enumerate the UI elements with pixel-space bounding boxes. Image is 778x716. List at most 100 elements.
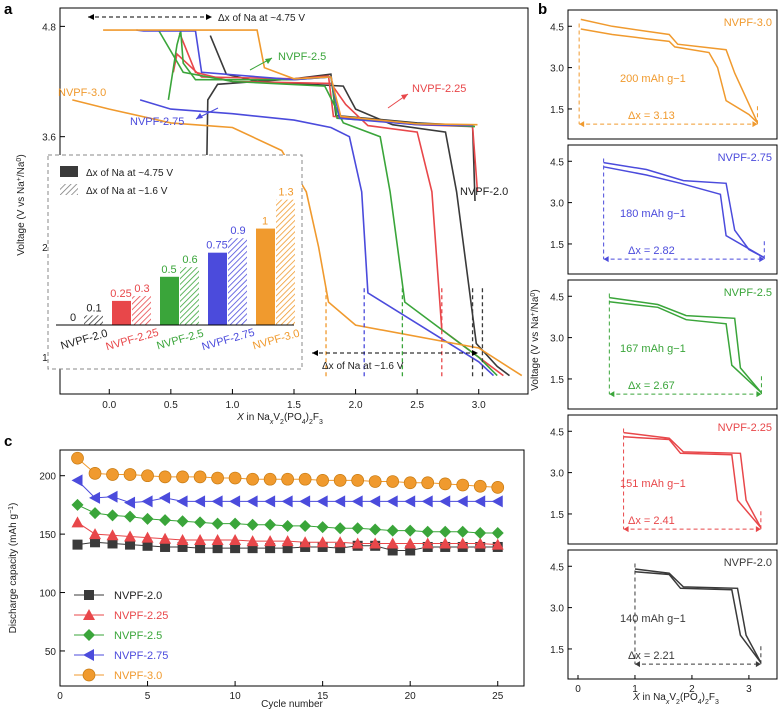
c-point-NVPF-2.5 (334, 522, 347, 535)
c-ytick-label: 50 (45, 647, 57, 658)
c-point-NVPF-2.25 (106, 529, 119, 541)
curve-label-2.5: NVPF-2.5 (249, 51, 326, 71)
c-legend-marker (83, 629, 95, 641)
c-point-NVPF-2.25 (369, 537, 382, 549)
c-xtick-label: 5 (145, 691, 151, 702)
b-ytick-label: 3.0 (550, 469, 564, 480)
a-xtick-label: 0.5 (164, 400, 178, 411)
panel-c-ylabel: Discharge capacity (mAh g−1) (8, 503, 20, 634)
b-dx-arrowheads (579, 121, 758, 128)
c-point-NVPF-2.75 (316, 495, 328, 508)
c-point-NVPF-2.25 (491, 538, 504, 550)
inset-legend-solid-label: Δx of Na at ~4.75 V (86, 168, 173, 179)
a-xtick-label: 1.5 (287, 400, 301, 411)
c-xtick-label: 15 (317, 691, 329, 702)
panel-c-xlabel: Cycle number (261, 699, 323, 710)
b-curve-NVPF-3.0 (580, 28, 759, 124)
b-dx-label: Δx = 2.21 (628, 650, 675, 662)
c-point-NVPF-2.75 (246, 495, 258, 508)
panel-c-cycling: 0 5 10 15 20 25 50 100 150 200 NVPF-2.0 NVPF-2.25 N… (8, 449, 525, 710)
inset-bar-hatch-label: 0.6 (182, 254, 197, 266)
c-point-NVPF-2.75 (71, 474, 83, 487)
c-point-NVPF-3.0 (246, 472, 259, 486)
c-legend-label: NVPF-2.75 (114, 650, 168, 662)
a-xtick-label: 1.0 (225, 400, 239, 411)
c-point-NVPF-2.5 (211, 517, 224, 530)
c-point-NVPF-2.5 (421, 525, 434, 538)
c-point-NVPF-2.75 (194, 495, 206, 508)
c-point-NVPF-2.25 (159, 532, 172, 544)
panel-a-voltage-curves: 0.00.51.01.52.02.53.01.22.43.64.8 Voltag… (16, 7, 529, 426)
c-point-NVPF-3.0 (193, 470, 207, 484)
c-point-NVPF-3.0 (176, 470, 189, 484)
c-point-NVPF-3.0 (158, 470, 172, 484)
inset-bar-hatch (228, 238, 247, 325)
c-point-NVPF-2.75 (264, 495, 276, 508)
c-point-NVPF-2.75 (456, 495, 468, 508)
b-subpanel-frame (567, 549, 778, 680)
c-point-NVPF-2.0 (230, 543, 241, 554)
b-curve-NVPF-2.75 (603, 166, 765, 259)
c-point-NVPF-3.0 (298, 472, 312, 486)
c-point-NVPF-2.25 (351, 537, 364, 549)
c-point-NVPF-2.25 (176, 533, 189, 545)
annotation-dx-high-label: Δx of Na at ~4.75 V (218, 13, 305, 24)
b-ytick-label: 4.5 (550, 562, 564, 573)
b-subpanel-frame (567, 414, 778, 545)
b-subpanel-title: NVPF-2.0 (724, 557, 772, 569)
c-point-NVPF-2.0 (247, 543, 258, 554)
b-subpanel-frame (567, 279, 778, 410)
inset-legend-solid-swatch (60, 166, 78, 177)
c-point-NVPF-2.0 (265, 543, 276, 554)
b-subpanel-title: NVPF-2.25 (718, 422, 772, 434)
c-point-NVPF-2.0 (125, 539, 136, 550)
c-point-NVPF-2.5 (299, 519, 312, 532)
b-capacity-label: 200 mAh g−1 (620, 73, 686, 85)
c-ytick-label: 200 (39, 472, 56, 483)
c-point-NVPF-2.75 (106, 490, 118, 503)
c-point-NVPF-2.25 (89, 528, 102, 540)
b-xtick-label: 0 (575, 684, 581, 695)
c-point-NVPF-3.0 (403, 476, 417, 490)
curve-NVPF-2.5-discharge (157, 29, 498, 377)
c-legend-label: NVPF-2.25 (114, 610, 168, 622)
c-point-NVPF-2.25 (71, 516, 84, 528)
b-curve-NVPF-2.0 (634, 571, 762, 664)
c-point-NVPF-2.25 (316, 536, 329, 548)
panel-b-xlabel: X in NaxV2(PO4)2F3 (632, 692, 719, 706)
c-point-NVPF-2.0 (107, 538, 118, 549)
c-legend-marker (83, 649, 94, 661)
c-xtick-label: 20 (405, 691, 417, 702)
c-point-NVPF-2.0 (160, 541, 171, 552)
a-xtick-label: 2.5 (410, 400, 424, 411)
c-point-NVPF-2.0 (142, 540, 153, 551)
c-point-NVPF-2.5 (89, 507, 102, 520)
b-ytick-label: 3.0 (550, 199, 564, 210)
a-ytick-label: 3.6 (42, 133, 56, 144)
c-point-NVPF-2.0 (405, 545, 416, 556)
inset-bar-hatch-label: 0.1 (86, 302, 101, 314)
panel-b-ylabel: Voltage (V vs Na+/Na0) (530, 289, 542, 390)
c-point-NVPF-2.75 (491, 495, 503, 508)
b-curve-NVPF-3.0 (580, 18, 759, 124)
c-point-NVPF-2.25 (299, 536, 312, 548)
b-ytick-label: 4.5 (550, 157, 564, 168)
annotation-dx-low-label: Δx of Na at ~1.6 V (322, 361, 404, 372)
c-point-NVPF-2.25 (281, 535, 294, 547)
b-dx-label: Δx = 2.82 (628, 245, 675, 257)
c-point-NVPF-2.5 (456, 525, 469, 538)
c-point-NVPF-2.0 (195, 543, 206, 554)
c-point-NVPF-2.75 (439, 495, 451, 508)
inset-bar-solid-label: 0.75 (206, 240, 227, 252)
b-subpanel-title: NVPF-2.5 (724, 287, 772, 299)
c-point-NVPF-3.0 (421, 476, 435, 490)
c-xtick-label: 0 (57, 691, 63, 702)
inset-bar-hatch-label: 0.9 (230, 225, 245, 237)
c-point-NVPF-2.0 (90, 537, 101, 548)
c-point-NVPF-3.0 (263, 472, 277, 486)
b-dx-label: Δx = 3.13 (628, 110, 675, 122)
b-ytick-label: 1.5 (550, 510, 564, 521)
c-point-NVPF-2.25 (246, 535, 259, 547)
panel-a-xlabel: X in NaxV2(PO4)2F3 (236, 412, 323, 426)
c-point-NVPF-2.25 (264, 535, 277, 547)
